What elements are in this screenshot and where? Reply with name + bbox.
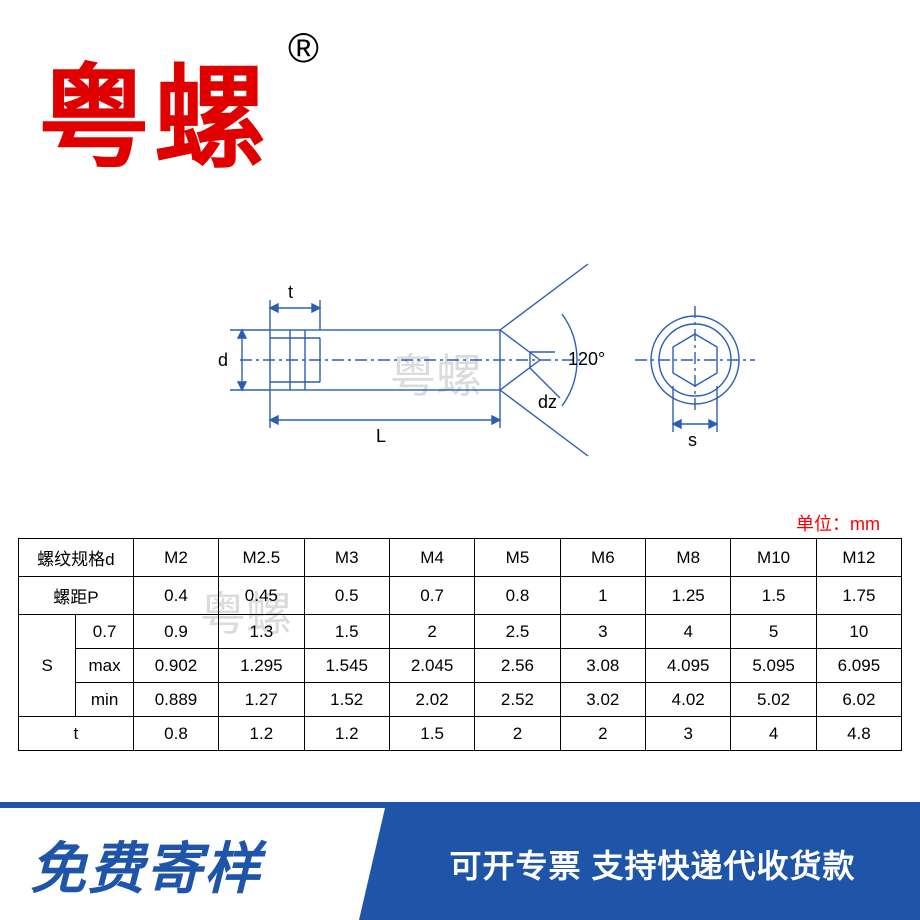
label-angle: 120° — [568, 349, 605, 369]
table-row: min 0.889 1.27 1.52 2.02 2.52 3.02 4.02 … — [19, 683, 902, 717]
screw-diagram: t d L 120° dz s — [160, 260, 780, 480]
footer-left-text: 免费寄样 — [30, 824, 262, 905]
t-label: t — [19, 717, 134, 751]
table-row: 螺距P 0.4 0.45 0.5 0.7 0.8 1 1.25 1.5 1.75 — [19, 577, 902, 615]
brand-text: 粤螺 — [38, 58, 270, 182]
table-row: t 0.8 1.2 1.2 1.5 2 2 3 4 4.8 — [19, 717, 902, 751]
table-row: S 0.7 0.9 1.3 1.5 2 2.5 3 4 5 10 — [19, 615, 902, 649]
footer-banner: 免费寄样 可开专票 支持快递代收货款 — [0, 802, 920, 920]
spec-table: 螺纹规格d M2 M2.5 M3 M4 M5 M6 M8 M10 M12 螺距P… — [18, 538, 902, 751]
brand-logo: 粤螺 ® — [38, 28, 270, 190]
label-d: d — [218, 350, 228, 370]
table-row: 螺纹规格d M2 M2.5 M3 M4 M5 M6 M8 M10 M12 — [19, 539, 902, 577]
footer-right-text: 可开专票 支持快递代收货款 — [450, 841, 856, 887]
label-L: L — [376, 426, 386, 446]
registered-mark: ® — [288, 24, 319, 72]
header-d: 螺纹规格d — [19, 539, 134, 577]
unit-label: 单位：mm — [796, 510, 880, 536]
header-pitch: 螺距P — [19, 577, 134, 615]
label-dz: dz — [538, 392, 557, 412]
s-group-label: S — [19, 615, 76, 717]
table-row: max 0.902 1.295 1.545 2.045 2.56 3.08 4.… — [19, 649, 902, 683]
label-s: s — [688, 430, 697, 450]
label-t: t — [288, 282, 293, 302]
footer-body: 免费寄样 可开专票 支持快递代收货款 — [0, 808, 920, 920]
footer-left: 免费寄样 — [0, 808, 385, 920]
page: 粤螺 ® 粤螺 粤螺 — [0, 0, 920, 920]
footer-right: 可开专票 支持快递代收货款 — [385, 808, 920, 920]
